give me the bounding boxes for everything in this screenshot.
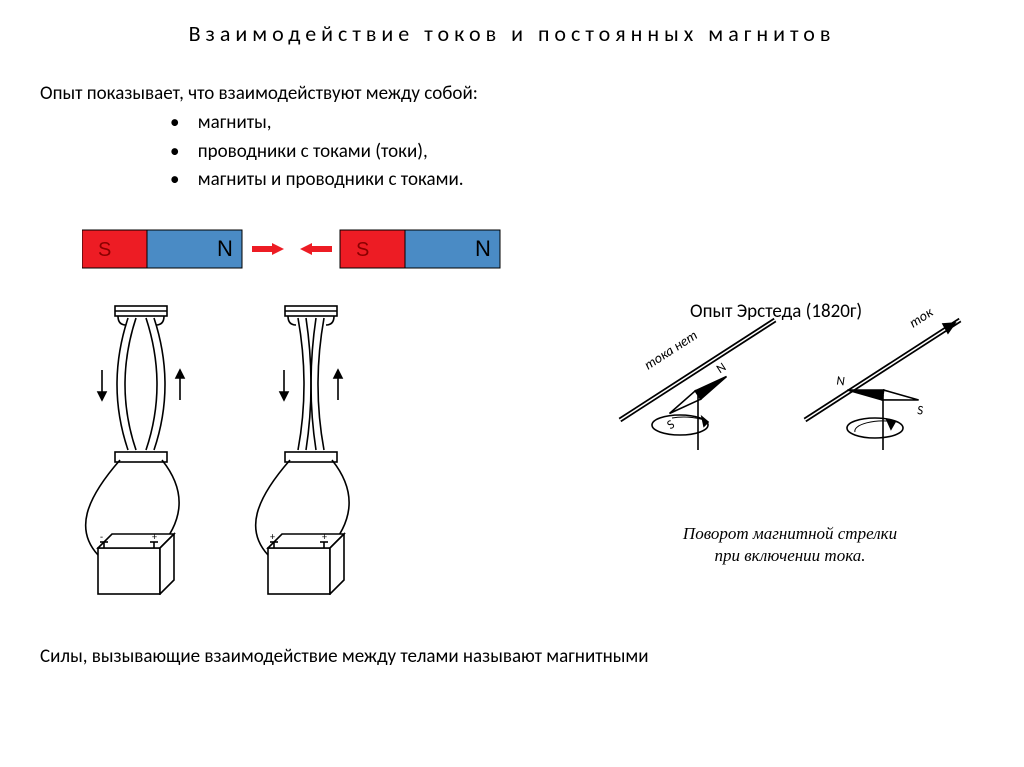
svg-text:S: S [98, 239, 111, 261]
svg-text:S: S [356, 239, 369, 261]
svg-text:N: N [835, 373, 845, 389]
caption-line: Поворот магнитной стрелки [683, 524, 897, 543]
bottom-text: Силы, вызывающие взаимодействие между те… [40, 645, 984, 668]
svg-text:S: S [916, 402, 924, 418]
bullet-list: магниты, проводники с токами (токи), маг… [170, 109, 984, 195]
bullet-item: проводники с токами (токи), [170, 138, 984, 167]
intro-text: Опыт показывает, что взаимодействуют меж… [40, 82, 984, 105]
svg-text:-: - [100, 530, 103, 543]
caption-line: при включении тока. [715, 546, 866, 565]
oersted-experiment-diagram: тока нет N S [610, 300, 970, 600]
bar-magnets-diagram: S N S N [82, 225, 984, 280]
bullet-item: магниты и проводники с токами. [170, 166, 984, 195]
svg-text:+: + [322, 530, 327, 543]
page-title: Взаимодействие токов и постоянных магнит… [40, 20, 984, 47]
oersted-label: Опыт Эрстеда (1820г) [690, 300, 862, 323]
oersted-caption: Поворот магнитной стрелки при включении … [610, 523, 970, 567]
svg-text:+: + [152, 530, 157, 543]
bullet-item: магниты, [170, 109, 984, 138]
svg-text:S: S [664, 417, 677, 433]
svg-text:ток: ток [906, 303, 936, 331]
svg-text:N: N [714, 359, 729, 376]
ampere-experiment-diagram: - + [40, 300, 470, 600]
svg-text:N: N [475, 236, 491, 261]
svg-text:N: N [217, 236, 233, 261]
svg-text:+: + [270, 530, 275, 543]
svg-text:тока нет: тока нет [641, 326, 701, 373]
